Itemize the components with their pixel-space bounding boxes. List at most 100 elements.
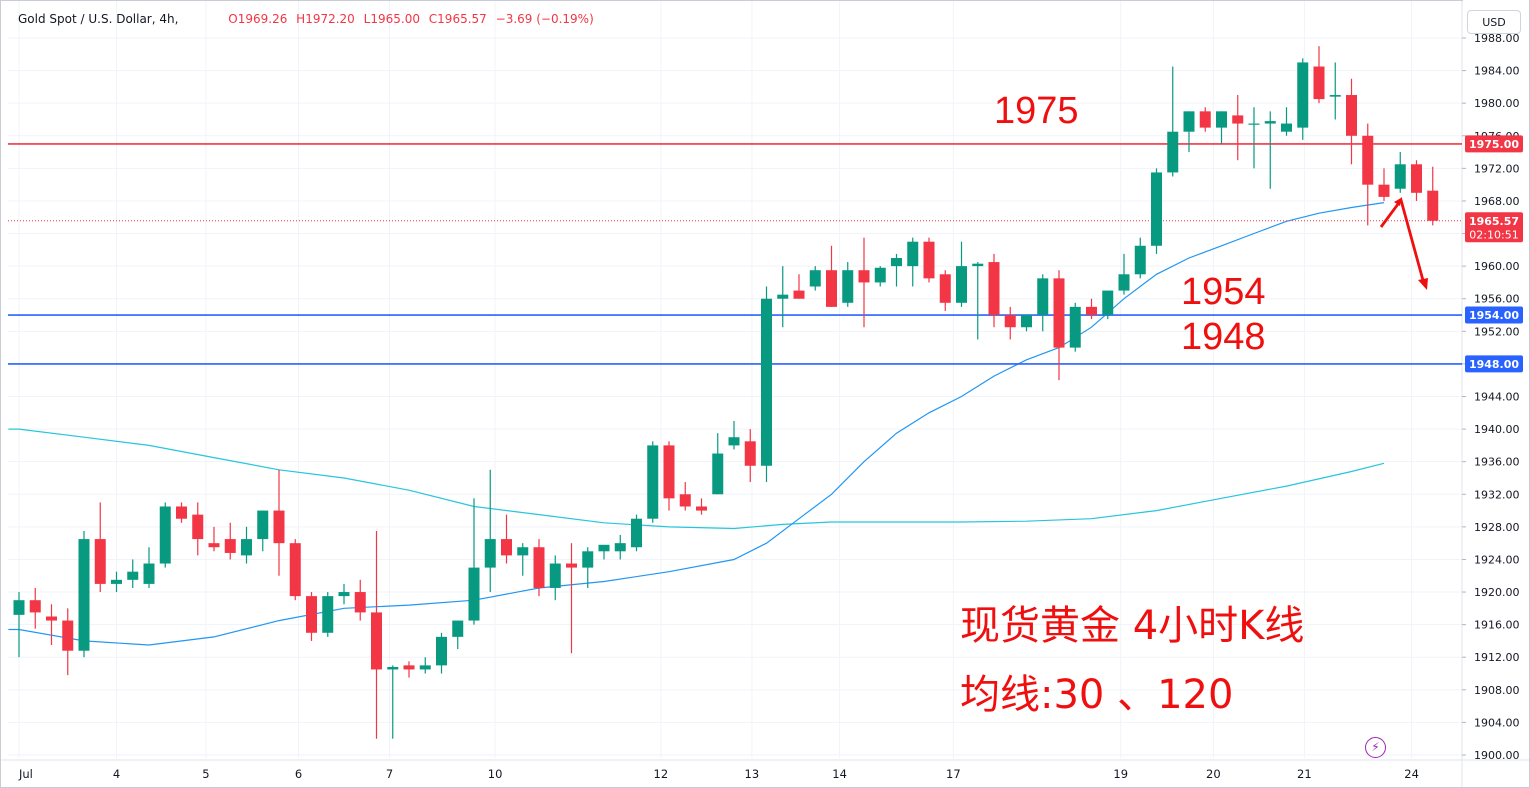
candle <box>972 262 984 340</box>
candle <box>777 266 789 328</box>
candle <box>176 502 187 523</box>
candle-body <box>46 616 57 621</box>
candle-body <box>78 539 90 651</box>
candle-body <box>696 506 707 511</box>
candle-body <box>403 665 415 670</box>
candle <box>484 469 496 593</box>
candle <box>549 555 561 601</box>
candle-body <box>111 579 122 584</box>
price-tick-label: 1924.00 <box>1474 553 1520 566</box>
candle <box>696 498 707 515</box>
candle-body <box>712 453 724 495</box>
candle <box>582 547 594 588</box>
candle-body <box>1264 121 1276 124</box>
time-tick-label: 4 <box>113 767 120 781</box>
label-1954: 1954 <box>1181 271 1266 313</box>
candle-body <box>322 596 334 633</box>
time-tick-label: 13 <box>745 767 760 781</box>
forecast-arrow-line <box>1379 196 1426 285</box>
candle <box>1216 111 1227 144</box>
symbol-header: Gold Spot / U.S. Dollar, 4h, O1969.26 H1… <box>18 12 599 26</box>
candle-body <box>143 563 155 584</box>
candle-body <box>566 563 577 568</box>
price-tick-label: 1944.00 <box>1474 391 1520 404</box>
candle <box>29 587 41 629</box>
candle <box>338 583 350 605</box>
candle <box>1118 253 1130 295</box>
candle <box>598 544 610 560</box>
candle-body <box>1216 111 1227 128</box>
price-label-text: 1948.00 <box>1469 358 1519 371</box>
candle <box>468 498 480 625</box>
candle <box>956 241 967 307</box>
lightning-icon[interactable]: ⚡ <box>1365 737 1386 758</box>
candle <box>1346 78 1357 165</box>
candle-body <box>1086 306 1097 316</box>
candle-body <box>939 274 951 303</box>
candle-body <box>29 600 41 613</box>
candle-body <box>176 506 187 519</box>
candle <box>1053 270 1065 381</box>
candle <box>923 237 935 283</box>
time-tick-label: 17 <box>946 767 961 781</box>
candle-body <box>1151 172 1162 246</box>
candle-body <box>1021 315 1032 328</box>
price-tick-label: 1984.00 <box>1474 65 1520 78</box>
candle-body <box>1378 184 1390 197</box>
candle <box>631 514 642 552</box>
currency-button[interactable]: USD <box>1467 10 1521 34</box>
candle <box>533 539 545 597</box>
candle-body <box>371 612 382 670</box>
price-tick-label: 1940.00 <box>1474 423 1520 436</box>
candle <box>761 286 772 483</box>
candle-body <box>484 539 496 568</box>
candle-body <box>1411 164 1422 193</box>
price-tick-label: 1932.00 <box>1474 488 1520 501</box>
candle <box>94 502 106 593</box>
candle-body <box>468 567 480 621</box>
candle <box>78 530 90 658</box>
price-label-text: 1965.57 <box>1469 215 1519 228</box>
candle <box>1248 107 1260 169</box>
time-tick-label: 6 <box>295 767 302 781</box>
price-tick-label: 1936.00 <box>1474 456 1520 469</box>
candle-body <box>1427 190 1439 221</box>
candle <box>891 253 902 287</box>
candle-body <box>1248 123 1260 125</box>
candle-body <box>1102 290 1114 316</box>
time-tick-label: 5 <box>202 767 209 781</box>
time-tick-label: 24 <box>1404 767 1419 781</box>
candle <box>419 657 431 674</box>
candle <box>1151 168 1162 254</box>
label-1948: 1948 <box>1181 316 1266 358</box>
price-tick-label: 1956.00 <box>1474 293 1520 306</box>
ma-annotation: 均线:30 、120 <box>960 672 1233 718</box>
candle-body <box>1313 66 1325 100</box>
ma30-line-layer <box>8 202 1385 646</box>
ma120-line <box>8 428 1385 530</box>
candle <box>712 433 724 495</box>
candle-body <box>631 518 642 548</box>
candle <box>1362 123 1374 226</box>
price-tick-label: 1960.00 <box>1474 260 1520 273</box>
candle <box>111 571 122 593</box>
candle <box>988 253 1000 328</box>
candle <box>289 539 301 601</box>
candle <box>1199 107 1211 132</box>
candle-body <box>793 290 805 299</box>
candle <box>387 665 399 739</box>
candle <box>728 420 740 450</box>
candle-body <box>679 494 691 507</box>
candle-body <box>891 257 902 267</box>
price-axis-bg <box>1463 0 1529 759</box>
candle-body <box>289 543 301 597</box>
candle <box>1281 107 1292 136</box>
ohlc-high: H1972.20 <box>296 12 355 26</box>
candle <box>1378 168 1390 201</box>
price-tick-label: 1908.00 <box>1474 684 1520 697</box>
candle-body <box>1394 164 1406 189</box>
candle-body <box>13 600 25 615</box>
